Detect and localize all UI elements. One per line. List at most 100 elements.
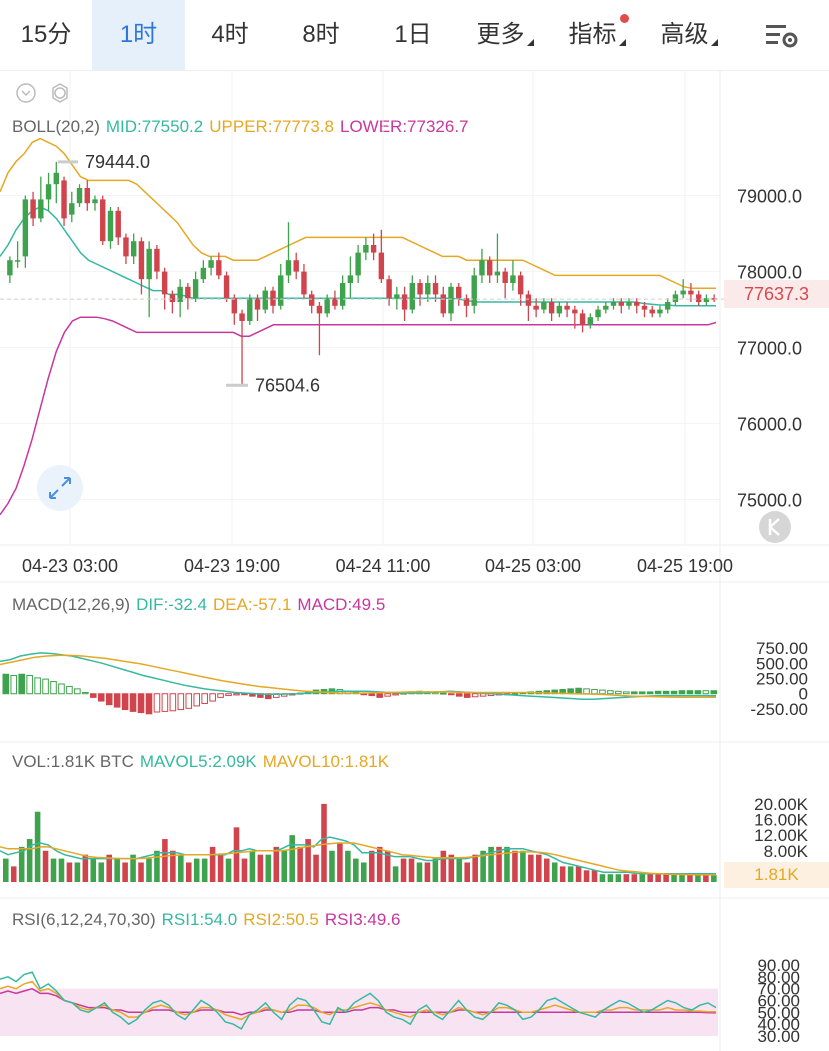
tab-1h[interactable]: 1时 xyxy=(92,0,185,70)
tab-label: 4时 xyxy=(211,21,249,48)
volume-bar xyxy=(233,827,240,882)
candle-body xyxy=(572,309,578,314)
candle-body xyxy=(695,294,702,302)
chart-settings-icon[interactable] xyxy=(764,20,800,50)
time-tick-label: 04-23 03:00 xyxy=(22,556,118,576)
vol-tick-label: 16.00K xyxy=(754,811,809,830)
volume-bar xyxy=(82,854,89,882)
macd-histogram-bar xyxy=(34,677,41,695)
tab-more[interactable]: 更多 xyxy=(459,0,551,70)
candle-body xyxy=(231,298,238,314)
candle-body xyxy=(641,305,648,310)
volume-bar xyxy=(297,846,303,882)
candle-body xyxy=(440,294,446,314)
vol-mavol5: MAVOL5:2.09K xyxy=(139,752,257,771)
macd-histogram-bar xyxy=(702,690,710,695)
macd-histogram-bar xyxy=(90,693,97,698)
macd-histogram-bar xyxy=(225,693,232,697)
macd-histogram-bar xyxy=(662,690,670,695)
tab-15min[interactable]: 15分 xyxy=(0,0,92,70)
candle-body xyxy=(564,305,570,310)
volume-bar xyxy=(639,874,646,882)
macd-histogram-bar xyxy=(630,691,638,695)
volume-bar xyxy=(551,862,558,882)
candle-body xyxy=(146,248,152,280)
candle-body xyxy=(316,305,323,314)
candle-body xyxy=(293,260,299,272)
volume-bar xyxy=(623,874,630,882)
current-price-tag: 77637.3 xyxy=(724,280,829,308)
candle-body xyxy=(130,241,137,257)
candle-body xyxy=(208,260,214,268)
collapse-icon[interactable] xyxy=(16,83,36,103)
volume-bar xyxy=(185,862,192,882)
macd-histogram-bar xyxy=(169,693,177,712)
candle-body xyxy=(456,286,462,299)
rsi-tick-label: 70.00 xyxy=(757,980,800,999)
volume-bar xyxy=(329,850,335,882)
candle-body xyxy=(409,283,416,310)
candle-body xyxy=(301,271,307,295)
candle-body xyxy=(378,252,385,280)
boll-mid-line xyxy=(0,206,716,307)
volume-bar xyxy=(26,839,33,882)
indicator-settings-icon[interactable] xyxy=(54,87,66,99)
volume-bar xyxy=(257,854,264,882)
price-tick-label: 75000.0 xyxy=(737,491,802,511)
candle-body xyxy=(185,286,191,299)
tab-4h[interactable]: 4时 xyxy=(185,0,275,70)
candle-body xyxy=(22,199,29,257)
volume-bar xyxy=(559,866,566,882)
candle-body xyxy=(247,298,253,321)
macd-histogram-bar xyxy=(455,693,463,697)
macd-tick-label: 750.00 xyxy=(756,639,808,658)
candle-body xyxy=(45,184,52,200)
vol-tick-label: 8.00K xyxy=(764,842,809,861)
macd-histogram-bar xyxy=(384,693,391,697)
volume-bar xyxy=(679,874,685,882)
macd-histogram-bar xyxy=(623,691,630,695)
tab-label: 指标 xyxy=(568,21,617,48)
candle-body xyxy=(92,199,98,204)
tab-advanced[interactable]: 高级 xyxy=(643,0,735,70)
candle-body xyxy=(394,294,400,299)
boll-upper: UPPER:77773.8 xyxy=(209,117,334,136)
expand-icon[interactable] xyxy=(36,464,84,512)
volume-bar xyxy=(201,858,208,882)
candle-body xyxy=(595,309,601,318)
macd-histogram-bar xyxy=(646,691,654,695)
volume-bar xyxy=(695,874,701,882)
candle-body xyxy=(417,283,423,295)
macd-histogram-bar xyxy=(670,690,678,695)
volume-bar xyxy=(98,862,105,882)
candle-body xyxy=(471,275,477,306)
tab-1d[interactable]: 1日 xyxy=(367,0,459,70)
tab-label: 8时 xyxy=(302,21,340,48)
candle-body xyxy=(363,245,369,253)
candle-body xyxy=(262,290,268,310)
boll-lower: LOWER:77326.7 xyxy=(339,117,469,136)
candle-body xyxy=(177,286,183,302)
volume-bar xyxy=(671,874,677,882)
k-line-toggle-icon[interactable] xyxy=(758,510,792,544)
volume-bar xyxy=(687,874,693,882)
macd-histogram-bar xyxy=(654,690,662,695)
rsi1-line xyxy=(0,971,717,1030)
candle-body xyxy=(370,245,377,253)
tab-indicators[interactable]: 指标 xyxy=(551,0,643,70)
macd-histogram-bar xyxy=(161,693,169,712)
macd-histogram-bar xyxy=(105,693,113,706)
macd-histogram-bar xyxy=(209,693,216,702)
candle-body xyxy=(339,283,346,306)
volume-bar xyxy=(106,854,112,882)
volume-bar xyxy=(472,854,478,882)
volume-bar xyxy=(178,854,184,882)
macd-histogram-bar xyxy=(233,693,240,696)
volume-bar xyxy=(305,839,311,882)
volume-bar xyxy=(408,858,415,882)
macd-histogram-bar xyxy=(82,692,89,695)
macd-dea: DEA:-57.1 xyxy=(212,595,292,614)
tab-8h[interactable]: 8时 xyxy=(275,0,367,70)
volume-bar xyxy=(591,870,598,882)
